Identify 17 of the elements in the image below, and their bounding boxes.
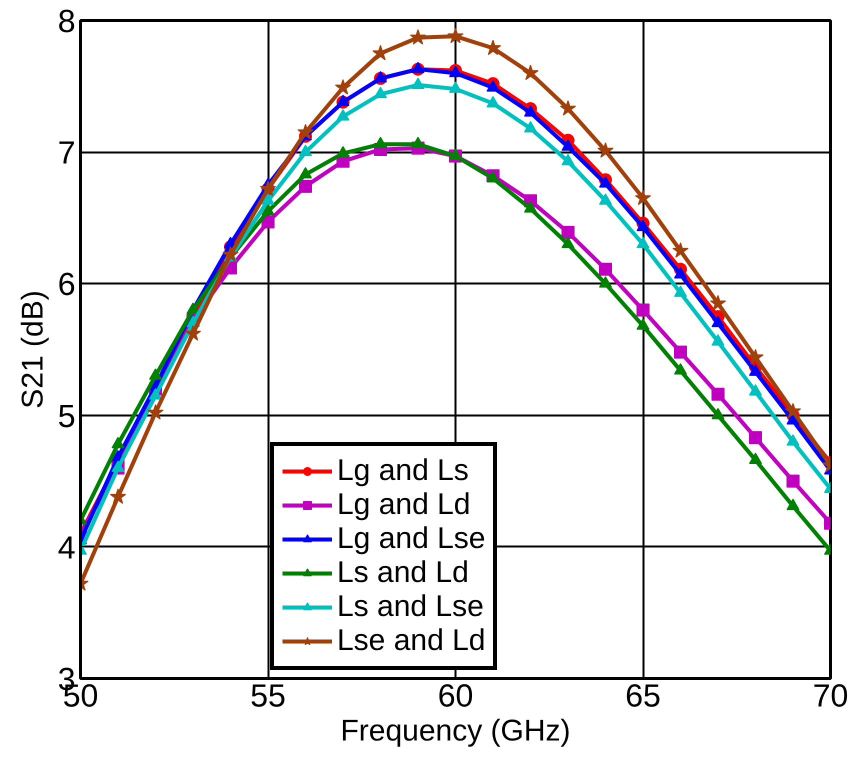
x-tick-label: 55 <box>250 678 286 714</box>
y-tick-label: 5 <box>58 398 76 434</box>
y-tick-label: 7 <box>58 134 76 171</box>
x-tick-label: 60 <box>438 678 474 714</box>
legend-label: Ls and Lse <box>337 590 484 624</box>
x-tick-label: 70 <box>812 678 848 714</box>
legend-label: Ls and Ld <box>337 556 469 590</box>
y-tick-label: 4 <box>58 529 76 566</box>
legend-label: Lse and Ld <box>337 624 486 658</box>
y-tick-label: 6 <box>58 266 76 302</box>
x-tick-label: 65 <box>625 678 661 714</box>
legend-label: Lg and Lse <box>337 522 486 556</box>
legend-label: Lg and Ld <box>337 488 470 522</box>
legend-label: Lg and Ls <box>337 454 469 488</box>
x-axis-title: Frequency (GHz) <box>340 714 571 748</box>
y-axis-title: S21 (dB) <box>16 290 50 409</box>
y-tick-label: 8 <box>58 3 76 39</box>
